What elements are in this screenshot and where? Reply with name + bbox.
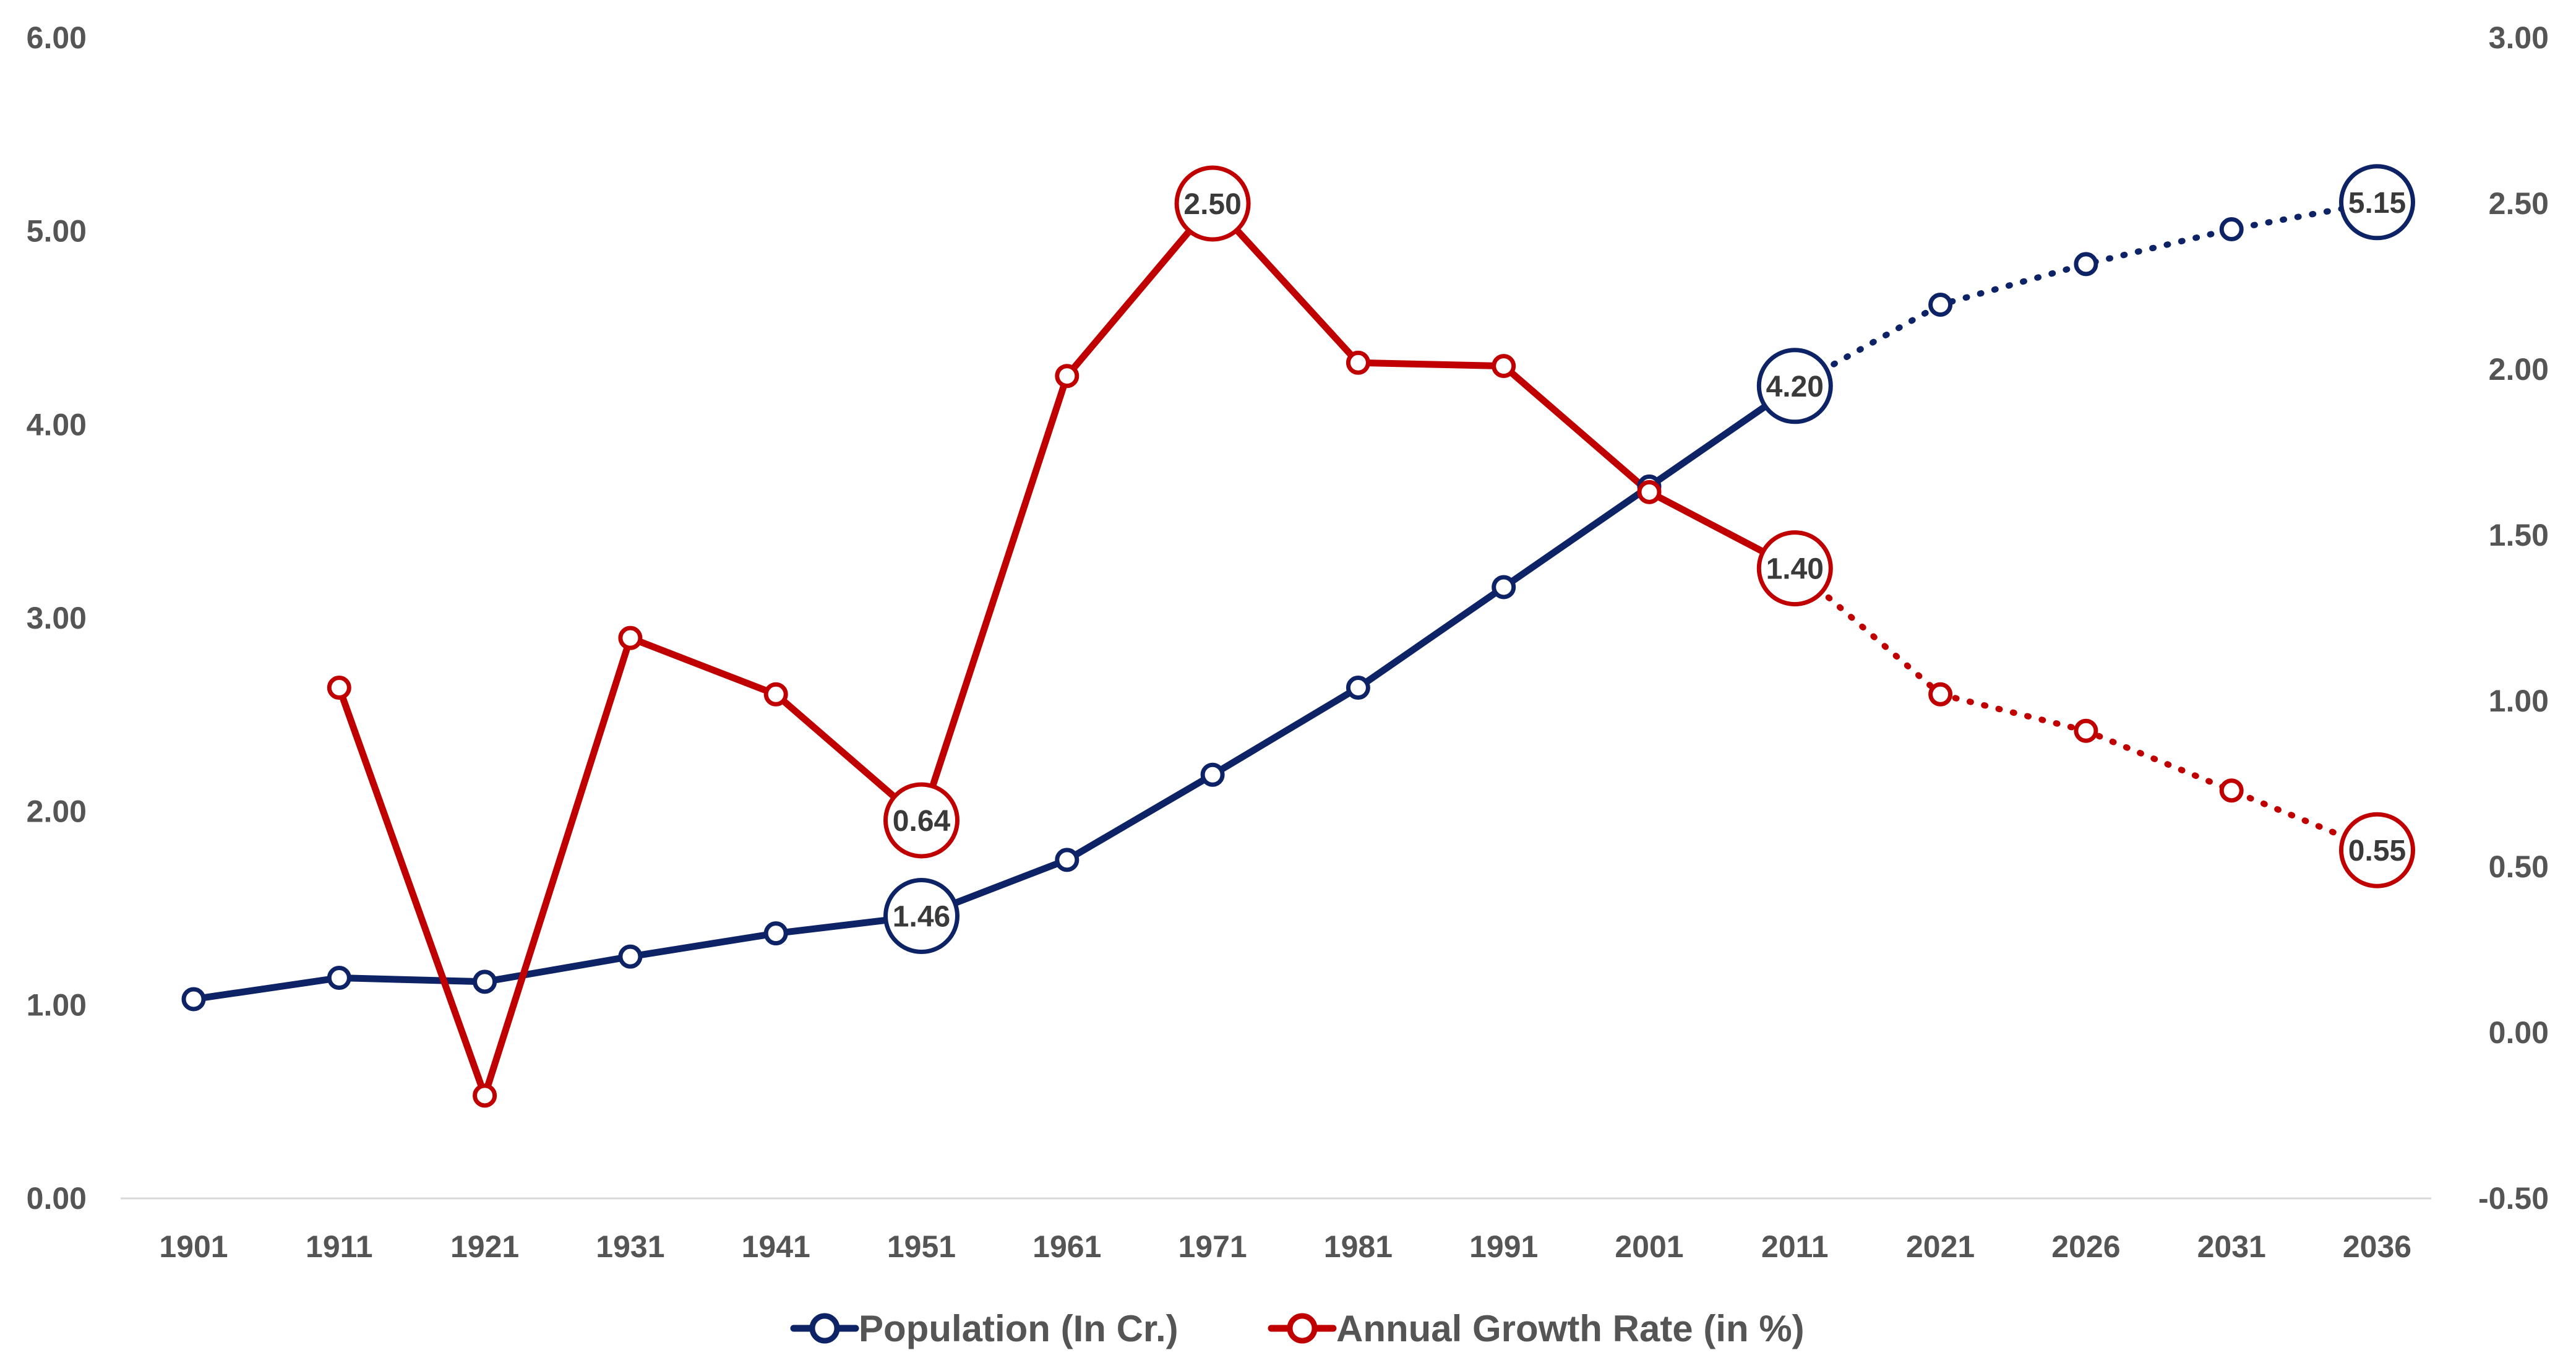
y-left-tick-label: 3.00 [27, 601, 87, 635]
x-tick-label: 1951 [887, 1229, 956, 1264]
y-left-tick-label: 0.00 [27, 1181, 87, 1216]
legend: Population (In Cr.) Annual Growth Rate (… [790, 1308, 1805, 1349]
series-line-solid [335, 200, 1798, 1099]
data-point [181, 987, 206, 1012]
data-point [763, 921, 788, 946]
data-point [473, 1083, 497, 1108]
data-label: 0.64 [893, 805, 951, 838]
x-tick-label: 2021 [1906, 1229, 1975, 1264]
y-right-tick-label: 1.00 [2489, 684, 2549, 718]
x-tick-label: 2036 [2343, 1229, 2411, 1264]
data-point [1346, 676, 1370, 700]
x-tick-label: 1961 [1033, 1229, 1101, 1264]
y-right-tick-label: 0.50 [2489, 849, 2549, 884]
x-tick-label: 1971 [1178, 1229, 1247, 1264]
data-point [327, 966, 351, 991]
data-label: 1.40 [1766, 553, 1824, 586]
x-tick-label: 1901 [159, 1229, 228, 1264]
x-tick-label: 1991 [1469, 1229, 1538, 1264]
y-left-tick-label: 5.00 [27, 214, 87, 249]
data-label: 4.20 [1766, 371, 1824, 403]
data-label: 0.55 [2348, 835, 2406, 867]
legend-item-annual-growth-rate[interactable]: Annual Growth Rate (in %) [1268, 1308, 1805, 1349]
series-line-projected [1792, 565, 2381, 854]
data-label: 5.15 [2348, 187, 2406, 220]
series-markers [181, 164, 2415, 1108]
axes: 0.00 1.00 2.00 3.00 4.00 5.00 6.00 -0.50 0.00 0.5… [27, 20, 2549, 1264]
data-label-bubble [883, 878, 960, 955]
data-point [1492, 354, 1516, 379]
data-point [1055, 848, 1080, 872]
data-point [1055, 364, 1080, 389]
data-point [618, 944, 643, 969]
data-label-bubble [883, 782, 960, 859]
data-point [2074, 718, 2098, 743]
legend-item-population[interactable]: Population (In Cr.) [790, 1308, 1179, 1349]
data-point [1928, 682, 1953, 707]
data-label: 1.46 [893, 901, 950, 934]
data-label-bubble [2339, 164, 2415, 241]
y-left-tick-label: 6.00 [27, 20, 87, 55]
x-tick-label: 2031 [2197, 1229, 2266, 1264]
y-right-tick-label: 1.50 [2489, 518, 2549, 552]
x-tick-label: 1931 [596, 1229, 664, 1264]
x-tick-label: 1921 [450, 1229, 519, 1264]
data-point [618, 625, 643, 650]
data-point [1492, 575, 1516, 600]
legend-marker-dot [809, 1313, 840, 1344]
y-right-tick-label: -0.50 [2478, 1181, 2549, 1216]
data-point [473, 969, 497, 994]
y-right-tick-label: 0.00 [2489, 1015, 2549, 1050]
y-right-tick-label: 2.00 [2489, 352, 2549, 387]
data-point [2074, 252, 2098, 277]
data-point [1200, 762, 1225, 787]
legend-label: Annual Growth Rate (in %) [1336, 1308, 1805, 1349]
data-point [763, 682, 788, 707]
x-tick-label: 1981 [1324, 1229, 1393, 1264]
y-left-tick-label: 2.00 [27, 794, 87, 829]
data-label: 2.50 [1183, 188, 1241, 221]
x-tick-label: 2001 [1615, 1229, 1683, 1264]
legend-marker-dot [1287, 1313, 1318, 1344]
series-line-projected [1792, 199, 2381, 389]
x-tick-label: 1941 [742, 1229, 810, 1264]
y-right-tick-label: 3.00 [2489, 20, 2549, 55]
data-point [1928, 292, 1953, 317]
x-tick-label: 2011 [1761, 1229, 1828, 1264]
y-left-tick-label: 1.00 [27, 987, 87, 1022]
data-point [2219, 217, 2244, 242]
data-point [2219, 778, 2244, 803]
legend-label: Population (In Cr.) [859, 1308, 1179, 1349]
data-label-bubble [1174, 165, 1251, 242]
y-left-tick-label: 4.00 [27, 407, 87, 442]
data-label-bubble [1756, 530, 1833, 607]
x-tick-label: 2026 [2051, 1229, 2120, 1264]
data-label-bubble [2339, 812, 2415, 888]
data-labels: 1.46 4.20 5.15 0.64 2.50 1.40 0.55 [893, 187, 2406, 934]
data-point [1637, 479, 1662, 504]
data-label-bubble [1756, 348, 1833, 424]
series-line-solid [190, 382, 1798, 1003]
x-tick-label: 1911 [306, 1229, 372, 1264]
data-point [1346, 350, 1370, 375]
y-right-tick-label: 2.50 [2489, 186, 2549, 221]
data-point [327, 676, 351, 700]
series-lines [190, 199, 2381, 1099]
